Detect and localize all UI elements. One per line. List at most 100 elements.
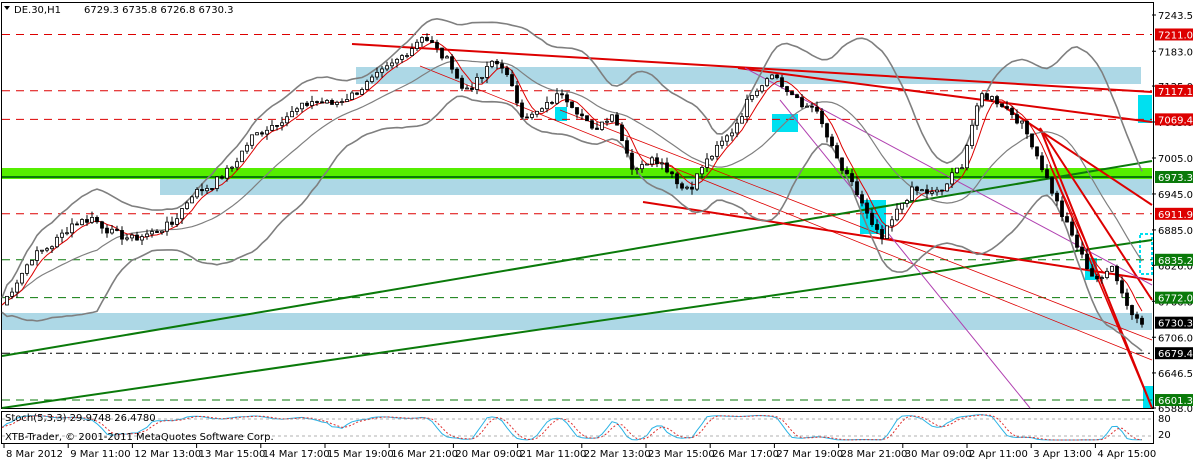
candle-body	[950, 172, 954, 185]
copyright-text: XTB-Trader, © 2001-2011 MetaQuotes Softw…	[5, 432, 274, 443]
candle-body	[515, 85, 519, 104]
candle-body	[965, 145, 969, 169]
time-tick-label: 20 Mar 09:00	[455, 449, 522, 460]
price-level-label: 7069.4	[1158, 115, 1193, 126]
green-trendline	[1, 239, 1153, 409]
candle-body	[810, 105, 814, 108]
candle-body	[845, 169, 849, 174]
candle-body	[680, 183, 684, 189]
candle-body	[460, 77, 464, 89]
candle-body	[980, 93, 984, 107]
price-level-badge	[1155, 347, 1193, 360]
candle-body	[890, 219, 894, 227]
dropdown-triangle-icon	[4, 6, 10, 10]
candle-body	[310, 101, 314, 106]
candle-body	[765, 78, 769, 87]
green-band	[2, 168, 1152, 179]
time-tick-label: 14 Mar 17:00	[263, 449, 330, 460]
candle-body	[1015, 114, 1019, 124]
candle-body	[1035, 146, 1039, 157]
candle-body	[55, 236, 59, 248]
candle-body	[975, 105, 979, 126]
highlight-box	[1139, 233, 1153, 275]
candle-body	[1095, 275, 1099, 279]
candle-body	[820, 110, 824, 125]
candle-body	[485, 66, 489, 78]
candle-body	[120, 230, 124, 240]
purple-line	[779, 99, 1031, 409]
price-level-badge	[1155, 207, 1193, 220]
candle-body	[285, 116, 289, 124]
candle-body	[270, 125, 274, 131]
price-tick-label: 6885.0	[1158, 226, 1193, 237]
candle-body	[520, 102, 524, 118]
zone-lower	[2, 313, 1152, 330]
candle-body	[1115, 265, 1119, 282]
price-tick-label: 6826.0	[1158, 261, 1193, 272]
candle-body	[605, 120, 609, 123]
candle-body	[70, 223, 74, 234]
candle-body	[540, 108, 544, 112]
candle-body	[280, 122, 284, 126]
time-tick-label: 4 Apr 15:00	[1097, 449, 1156, 460]
candle-body	[895, 208, 899, 221]
candle-body	[825, 123, 829, 138]
price-level-label: 7117.1	[1158, 87, 1193, 98]
candle-body	[990, 96, 994, 100]
candle-body	[475, 77, 479, 90]
candle-body	[360, 89, 364, 95]
candle-body	[395, 58, 399, 64]
price-level-badge	[1155, 28, 1193, 41]
candle-body	[315, 101, 319, 103]
price-level-badge	[1155, 291, 1193, 304]
stoch-level-80-label: 80	[1158, 414, 1171, 425]
candle-body	[210, 188, 214, 190]
candle-body	[95, 217, 99, 223]
candle-body	[560, 93, 564, 96]
stochastic-lines	[1, 414, 1143, 441]
price-level-badge	[1155, 394, 1193, 407]
candle-body	[65, 232, 69, 235]
price-level-label: 6772.0	[1158, 294, 1193, 305]
candle-body	[295, 108, 299, 112]
candle-body	[385, 65, 389, 70]
candle-body	[45, 248, 49, 251]
candle-body	[85, 219, 89, 223]
time-tick-label: 21 Mar 11:00	[520, 449, 587, 460]
candle-body	[155, 231, 159, 233]
red-trendline	[737, 67, 1153, 123]
candle-body	[435, 42, 439, 49]
candle-body	[770, 74, 774, 80]
candle-body	[1110, 265, 1114, 272]
candle-body	[1010, 107, 1014, 115]
price-level-label: 7211.0	[1158, 30, 1193, 41]
price-level-badge	[1155, 253, 1193, 266]
candle-body	[715, 144, 719, 157]
candle-body	[50, 246, 54, 250]
candle-body	[185, 202, 189, 209]
candle-body	[410, 48, 414, 56]
candle-body	[850, 173, 854, 183]
candle-body	[530, 113, 534, 118]
candle-body	[10, 291, 14, 297]
candle-body	[930, 191, 934, 194]
candle-body	[1130, 305, 1134, 316]
price-level-label: 6973.3	[1158, 173, 1193, 184]
candle-body	[580, 113, 584, 117]
candle-body	[40, 249, 44, 252]
candle-body	[1090, 268, 1094, 277]
candle-body	[275, 125, 279, 127]
candle-body	[1000, 103, 1004, 107]
time-tick-label: 15 Mar 19:00	[327, 449, 394, 460]
candle-body	[1120, 280, 1124, 294]
thin-red-line	[419, 65, 1153, 361]
candle-body	[1105, 270, 1109, 278]
candle-body	[320, 101, 324, 104]
candle-body	[400, 55, 404, 60]
price-level-badge	[1155, 113, 1193, 126]
time-tick-label: 26 Mar 17:00	[712, 449, 779, 460]
candle-body	[1040, 155, 1044, 171]
candle-body	[795, 94, 799, 99]
candle-body	[865, 202, 869, 214]
